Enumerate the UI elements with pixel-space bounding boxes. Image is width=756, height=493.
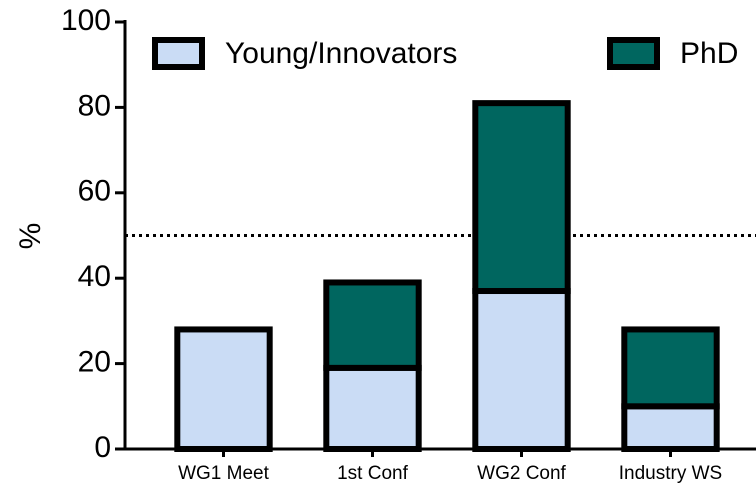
y-tick-label: 40: [78, 260, 111, 293]
bar-segment: [323, 364, 422, 452]
bar-segment: [472, 100, 571, 295]
bar-segment: [621, 403, 720, 452]
x-tick-label: 1st Conf: [337, 463, 408, 484]
y-tick-label: 60: [78, 175, 111, 208]
legend-swatch: [152, 37, 205, 70]
bar-segment: [174, 326, 273, 452]
bar-segment: [472, 288, 571, 453]
x-tick-label: Industry WS: [619, 463, 722, 484]
legend-swatch: [607, 37, 660, 70]
bar-segment: [621, 326, 720, 410]
x-tick-label: WG1 Meet: [178, 463, 270, 484]
y-tick-label: 0: [94, 431, 111, 464]
y-axis-label: %: [14, 223, 47, 250]
y-tick-label: 80: [78, 89, 111, 122]
legend-label: Young/Innovators: [225, 37, 457, 70]
x-tick-label: WG2 Conf: [477, 463, 566, 484]
bar-segment: [323, 279, 422, 371]
y-tick-label: 20: [78, 346, 111, 379]
legend-label: PhD: [680, 37, 738, 70]
y-tick-label: 100: [61, 4, 111, 37]
